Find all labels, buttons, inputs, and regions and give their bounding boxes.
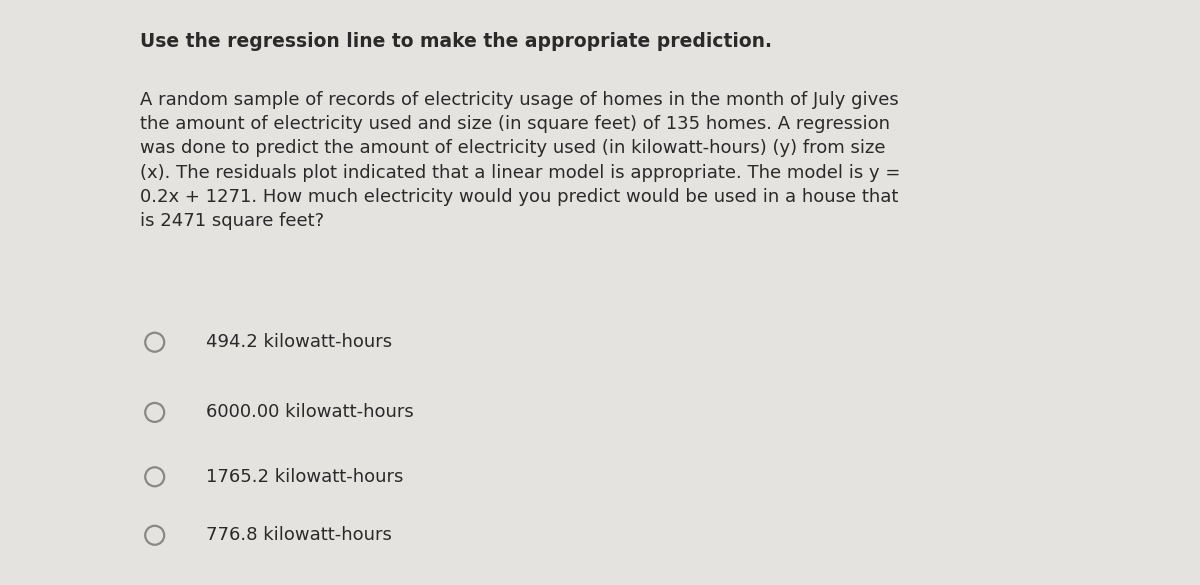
Text: A random sample of records of electricity usage of homes in the month of July gi: A random sample of records of electricit… bbox=[140, 91, 901, 230]
Text: Use the regression line to make the appropriate prediction.: Use the regression line to make the appr… bbox=[140, 32, 773, 51]
Text: 1765.2 kilowatt-hours: 1765.2 kilowatt-hours bbox=[206, 468, 403, 486]
Text: 6000.00 kilowatt-hours: 6000.00 kilowatt-hours bbox=[206, 404, 414, 421]
Text: 494.2 kilowatt-hours: 494.2 kilowatt-hours bbox=[206, 333, 392, 351]
Text: 776.8 kilowatt-hours: 776.8 kilowatt-hours bbox=[206, 526, 392, 544]
